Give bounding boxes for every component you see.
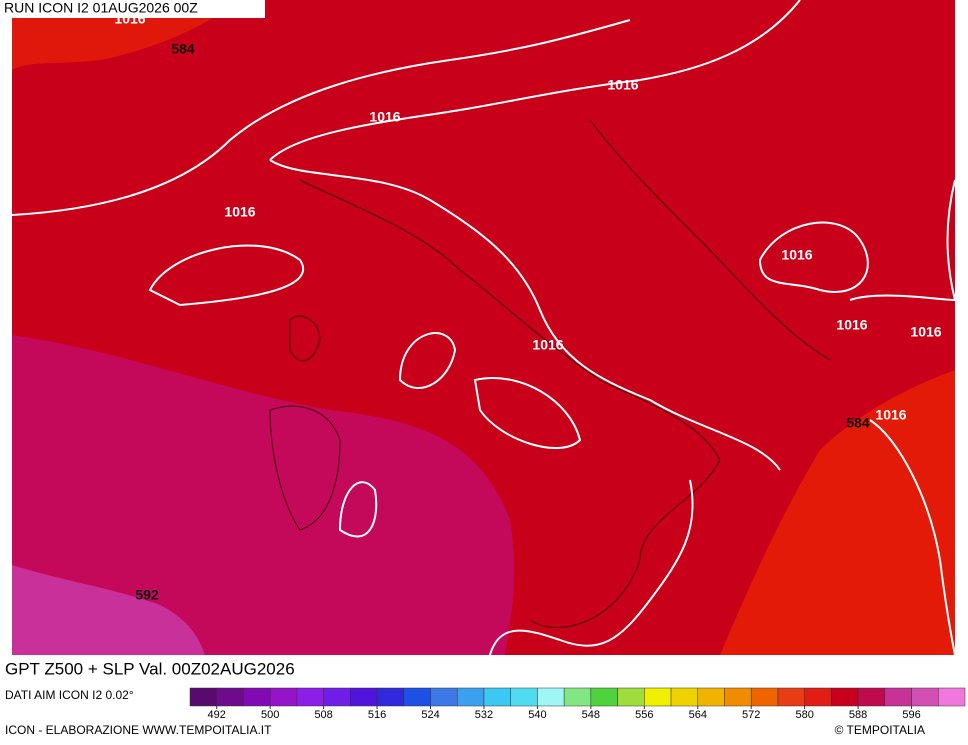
- title-box: [0, 657, 413, 683]
- isobar-label: 1016: [607, 77, 638, 93]
- color-legend: 492 500 508 516 524 532 540 548 556 564 572 580 588 5…: [189, 687, 966, 721]
- legend-label: 500: [261, 709, 279, 721]
- legend-swatch: [857, 687, 886, 707]
- legend-swatch: [617, 687, 645, 707]
- legend-label: 516: [368, 709, 386, 721]
- legend-label: 492: [208, 709, 226, 721]
- legend-swatch: [216, 687, 244, 707]
- isobar-label: 1016: [224, 204, 255, 220]
- legend-swatch: [189, 687, 217, 707]
- legend-swatch: [563, 687, 592, 707]
- legend-swatch: [697, 687, 725, 707]
- legend-label: 572: [742, 709, 760, 721]
- legend-swatch: [403, 687, 431, 707]
- height-label: 592: [135, 587, 159, 603]
- legend-swatch: [831, 687, 859, 707]
- isobar-label: 1016: [836, 317, 867, 333]
- isobar-label: 1016: [114, 11, 145, 27]
- legend-swatch: [350, 687, 378, 707]
- source-label: DATI AIM ICON I2 0.02°: [5, 688, 134, 702]
- region-584-se: [720, 370, 955, 655]
- legend-swatch: [724, 687, 752, 707]
- legend-swatch: [537, 687, 565, 707]
- legend-swatch: [938, 687, 966, 707]
- height-label: 584: [171, 41, 195, 57]
- coastlines: [269, 119, 831, 628]
- footer-right: © TEMPOITALIA: [835, 723, 925, 737]
- legend-label: 524: [421, 709, 439, 721]
- legend-swatch: [269, 687, 298, 707]
- legend-label: 588: [849, 709, 867, 721]
- isobar-label: 1016: [781, 247, 812, 263]
- legend-swatch: [430, 687, 458, 707]
- map: [11, 0, 956, 656]
- legend-swatch: [376, 687, 405, 707]
- region-588: [12, 335, 515, 655]
- legend-label: 508: [314, 709, 332, 721]
- legend-swatch: [777, 687, 805, 707]
- legend-label: 532: [475, 709, 493, 721]
- legend-swatch: [644, 687, 672, 707]
- region-592: [12, 565, 205, 655]
- legend-swatch: [911, 687, 939, 707]
- isobar-label: 1016: [369, 109, 400, 125]
- legend-label: 580: [795, 709, 813, 721]
- legend-swatch: [670, 687, 699, 707]
- legend-swatch: [243, 687, 271, 707]
- legend-swatch: [323, 687, 351, 707]
- legend-label: 556: [635, 709, 653, 721]
- isobars: [11, 0, 956, 656]
- legend-label: 596: [902, 709, 920, 721]
- legend-swatch: [884, 687, 912, 707]
- legend-label: 564: [689, 709, 707, 721]
- legend-label: 548: [582, 709, 600, 721]
- header-box: [0, 0, 265, 18]
- legend-swatch: [510, 687, 538, 707]
- legend-swatch: [456, 687, 485, 707]
- run-label: RUN ICON I2 01AUG2026 00Z: [4, 0, 198, 16]
- height-label: 584: [846, 415, 870, 431]
- legend-swatch: [590, 687, 618, 707]
- map-title: GPT Z500 + SLP Val. 00Z02AUG2026: [5, 659, 295, 678]
- legend-swatch: [483, 687, 511, 707]
- footer-left: ICON - ELABORAZIONE WWW.TEMPOITALIA.IT: [5, 723, 272, 737]
- isobar-label: 1016: [532, 337, 563, 353]
- map-labels: 1016 1016 1016 1016 1016 1016 1016 1016 1016 584 5…: [114, 11, 941, 603]
- legend-swatch: [750, 687, 779, 707]
- legend-label: 540: [528, 709, 546, 721]
- isobar-label: 1016: [910, 324, 941, 340]
- isobar-label: 1016: [875, 407, 906, 423]
- legend-swatch: [804, 687, 832, 707]
- legend-swatch: [296, 687, 324, 707]
